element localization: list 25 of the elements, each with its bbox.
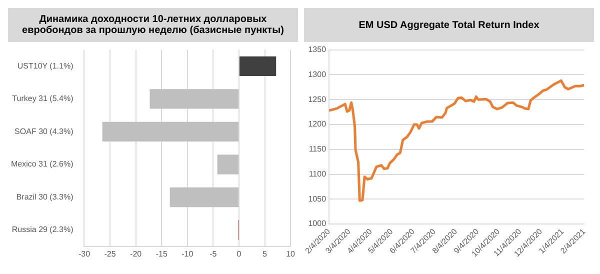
y-tick-label: 1050 [308, 194, 327, 204]
y-tick-label: Brazil 30 (3.3%) [16, 192, 74, 202]
chart-title: Динамика доходности 10-летних долларовых евробондов за прошлую неделю (базисные пункты) [8, 8, 298, 42]
y-tick-label: Mexico 31 (2.6%) [10, 160, 74, 169]
y-tick-label: 1350 [308, 45, 327, 54]
y-tick-label: 1300 [308, 70, 327, 79]
y-tick-label: Turkey 31 (5.4%) [12, 94, 74, 104]
y-tick-label: 1100 [308, 169, 327, 178]
x-tick-label: -25 [104, 249, 116, 258]
y-tick-label: Russia 29 (2.3%) [12, 225, 74, 234]
y-tick-label: 1150 [308, 144, 327, 154]
y-tick-label: 1250 [308, 94, 327, 104]
y-tick-label: 1200 [308, 120, 327, 129]
x-tick-label: -20 [130, 249, 142, 258]
x-tick-label: 0 [236, 249, 242, 258]
x-tick-label: 10 [286, 249, 296, 258]
y-tick-label: UST10Y (1.1%) [17, 61, 74, 70]
x-tick-label: -5 [210, 249, 218, 258]
y-tick-label: 1000 [308, 219, 327, 228]
y-tick-label: SOAF 30 (4.3%) [14, 126, 74, 136]
chart-title: EM USD Aggregate Total Return Index [304, 8, 594, 42]
x-tick-label: -15 [156, 249, 168, 258]
x-tick-label: 5 [262, 249, 268, 258]
x-tick-label: -30 [78, 249, 91, 258]
x-tick-label: -10 [182, 249, 194, 258]
